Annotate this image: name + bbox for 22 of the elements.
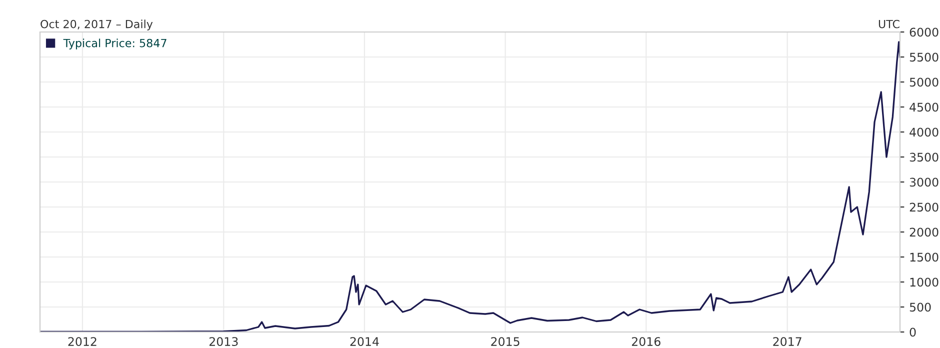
legend-label: Typical Price: 5847 [63, 38, 166, 50]
y-tick-label: 3000 [910, 178, 938, 187]
x-tick-label: 2017 [773, 337, 802, 346]
y-tick-label: 5000 [910, 78, 938, 87]
y-tick-label: 2500 [910, 202, 938, 212]
text: UTC [878, 20, 900, 28]
x-tick-label: 2016 [632, 337, 660, 346]
y-tick-label: 2000 [910, 228, 938, 237]
x-tick-label: 2014 [350, 337, 379, 346]
y-tick-label: 500 [910, 302, 931, 312]
x-tick-label: 2015 [491, 337, 520, 346]
y-tick-label: 6000 [910, 28, 938, 37]
x-tick-label: 2012 [68, 337, 96, 346]
y-tick-label: 4000 [910, 128, 938, 137]
y-tick-label: 1500 [910, 252, 938, 262]
y-tick-label: 3500 [910, 152, 938, 162]
y-tick-label: 0 [910, 328, 916, 337]
y-tick-label: 1000 [910, 278, 938, 287]
y-tick-label: 4500 [910, 102, 938, 112]
x-tick-label: 2013 [209, 337, 238, 346]
chart-subtitle: Oct 20, 2017 – Daily [40, 20, 153, 30]
y-tick-label: 5500 [910, 52, 938, 62]
